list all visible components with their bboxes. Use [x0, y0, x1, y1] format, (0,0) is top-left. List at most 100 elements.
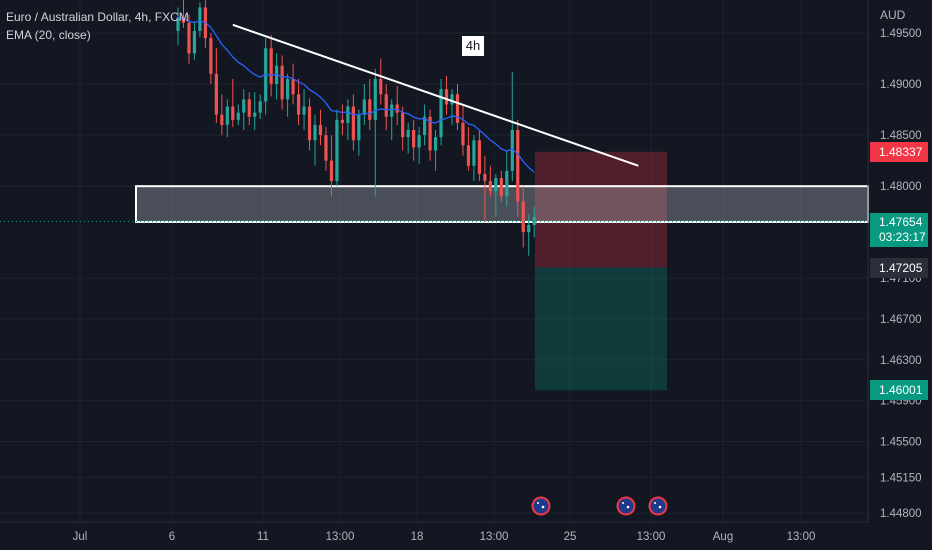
candle-body [357, 114, 361, 141]
candle-body [269, 48, 273, 85]
candle-body [291, 78, 295, 95]
candle-body [368, 99, 372, 120]
event-flag [650, 498, 666, 514]
candle-body [412, 130, 416, 148]
price-tick-label: 1.46300 [880, 355, 922, 367]
candle-body [455, 94, 460, 123]
candle-body [220, 114, 224, 125]
price-tick-label: 1.49000 [880, 79, 922, 91]
price-tick-label: 1.48000 [880, 181, 922, 193]
economic-events[interactable] [531, 496, 668, 516]
candle-body [231, 106, 235, 120]
candle-body [417, 135, 421, 148]
australia-flag-icon[interactable] [648, 496, 668, 516]
candle-body [258, 101, 262, 113]
descending-trendline [232, 23, 639, 167]
ema-line [177, 17, 535, 173]
time-tick-label: 13:00 [326, 531, 355, 543]
take-profit-price-tag: 1.46001 [870, 380, 928, 400]
candle-body [307, 106, 312, 141]
candle-body [318, 124, 323, 136]
event-flag [533, 498, 549, 514]
candle-body [384, 94, 388, 117]
price-tick-label: 1.49500 [880, 28, 922, 40]
candle-body [379, 78, 383, 95]
time-tick-label: 13:00 [637, 531, 666, 543]
candle-body [494, 178, 498, 192]
current-price-tag: 1.47654 03:23:17 [870, 213, 928, 247]
time-tick-label: 11 [257, 531, 269, 543]
entry-price-tag: 1.47205 [870, 258, 928, 278]
stop-loss-area [535, 151, 667, 268]
candle-body [181, 17, 186, 23]
stop-loss-price-tag: 1.48337 [870, 142, 928, 162]
candle-body [192, 30, 197, 54]
current-price-value: 1.47654 [879, 215, 923, 229]
time-tick-label: Jul [73, 531, 88, 543]
candle-body [483, 173, 487, 182]
time-tick-label: 25 [564, 531, 577, 543]
candle-body [176, 17, 180, 31]
price-tick-label: 1.44800 [880, 508, 922, 520]
countdown-timer: 03:23:17 [879, 230, 926, 244]
candle-body [510, 130, 514, 171]
price-tick-label: 1.48500 [880, 130, 922, 142]
currency-label: AUD [880, 8, 906, 22]
candle-body [406, 130, 410, 138]
candle-body [450, 94, 454, 105]
candle-body [505, 170, 509, 197]
candle-body [444, 89, 449, 105]
price-tick-label: 1.45500 [880, 437, 922, 449]
event-star [626, 505, 630, 509]
event-star [537, 502, 539, 504]
candle-body [521, 201, 525, 233]
time-tick-label: 18 [411, 531, 424, 543]
candle-body [390, 104, 394, 117]
candle-body [373, 78, 377, 120]
price-tick-label: 1.45150 [880, 472, 922, 484]
event-star [622, 502, 624, 504]
candle-body [236, 112, 240, 120]
event-star [541, 505, 545, 509]
candle-body [187, 22, 191, 54]
australia-flag-icon[interactable] [531, 496, 551, 516]
candle-body [362, 99, 366, 115]
candle-body [247, 99, 251, 117]
time-tick-label: 13:00 [480, 531, 509, 543]
take-profit-area [535, 267, 667, 391]
time-tick-label: 13:00 [787, 531, 816, 543]
candle-body [198, 7, 202, 31]
time-tick-label: 6 [169, 531, 175, 543]
australia-flag-icon[interactable] [616, 496, 636, 516]
timeframe-label: 4h [462, 36, 484, 56]
candle-body [280, 65, 284, 100]
candle-body [324, 135, 328, 161]
position-tool[interactable] [535, 151, 667, 391]
price-axis[interactable]: 1.495001.490001.485001.480001.471001.467… [867, 0, 922, 522]
candle-body [428, 116, 432, 151]
candle-body [225, 106, 229, 125]
candle-body [329, 160, 334, 182]
time-tick-label: Aug [713, 531, 733, 543]
candle-body [286, 78, 290, 100]
candle-body [346, 106, 350, 123]
candle-body [242, 99, 246, 113]
candle-body [499, 178, 503, 197]
candle-body [423, 116, 427, 136]
candle-body [401, 112, 405, 138]
candle-body [351, 106, 355, 141]
candle-body [516, 130, 520, 202]
candle-body [472, 140, 476, 166]
candle-body [302, 106, 306, 115]
candle-body [296, 94, 301, 115]
candle-body [335, 119, 339, 182]
candle-body [527, 225, 531, 233]
event-star [658, 505, 662, 509]
event-flag [618, 498, 634, 514]
trendline[interactable] [232, 23, 639, 167]
chart-grid [0, 0, 868, 522]
candle-body [466, 145, 471, 166]
time-axis[interactable]: Jul 6 11 13:00 18 13:00 25 13:00 Aug 13:00 [0, 521, 868, 543]
candle-body [488, 181, 492, 192]
